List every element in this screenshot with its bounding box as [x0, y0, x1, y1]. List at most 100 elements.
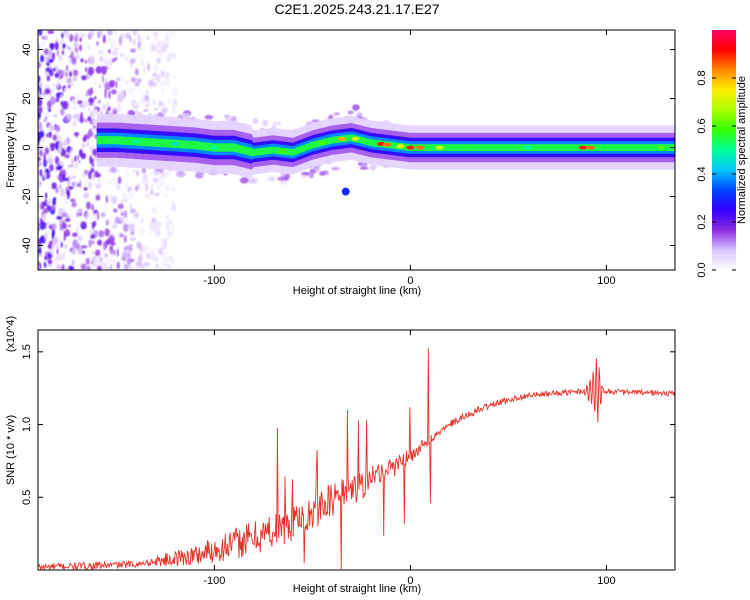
noise-blob [84, 169, 88, 175]
noise-blob [239, 177, 249, 184]
noise-blob [87, 116, 92, 122]
noise-blob [166, 170, 171, 176]
signal-peak [318, 140, 327, 145]
chart-title: C2E1.2025.243.21.17.E27 [274, 1, 439, 17]
noise-blob [38, 106, 43, 114]
noise-blob [67, 164, 74, 168]
noise-blob [71, 259, 75, 266]
noise-blob [77, 155, 80, 161]
noise-blob [132, 101, 138, 107]
noise-blob [152, 31, 159, 38]
noise-blob [152, 77, 157, 81]
noise-blob [157, 49, 162, 53]
noise-blob [153, 107, 159, 111]
noise-blob [267, 176, 276, 182]
noise-blob [127, 265, 133, 270]
noise-blob [121, 192, 128, 200]
y-tick-label: 0.5 [21, 490, 33, 505]
noise-blob [81, 245, 88, 249]
noise-blob [75, 243, 80, 250]
noise-blob [40, 54, 45, 63]
noise-blob [107, 30, 113, 36]
noise-blob [369, 164, 377, 171]
noise-blob [309, 173, 314, 179]
noise-blob [93, 108, 99, 113]
noise-blob [90, 168, 95, 173]
noise-blob [106, 101, 110, 108]
noise-blob [149, 184, 154, 191]
noise-blob [151, 251, 155, 259]
noise-blob [130, 48, 136, 53]
noise-blob [151, 82, 158, 87]
noise-blob [150, 257, 156, 261]
noise-blob [152, 177, 159, 184]
noise-blob [38, 156, 41, 162]
noise-blob [64, 154, 71, 159]
noise-blob [110, 38, 116, 48]
noise-blob [160, 266, 163, 270]
noise-blob [38, 50, 41, 55]
noise-blob [70, 50, 74, 58]
noise-blob [142, 109, 149, 112]
noise-blob [116, 77, 121, 82]
noise-blob [151, 217, 157, 224]
noise-blob [140, 58, 144, 67]
noise-blob [38, 75, 41, 84]
noise-blob [129, 87, 132, 95]
colorbar-label: Normalized spectral amplitude [736, 76, 748, 224]
noise-blob [147, 196, 152, 200]
noise-blob [62, 221, 66, 230]
noise-blob [102, 34, 106, 44]
noise-blob [92, 103, 97, 109]
noise-blob [141, 264, 145, 270]
noise-blob [38, 175, 42, 182]
noise-blob [79, 44, 82, 52]
noise-blob [43, 170, 47, 180]
noise-blob [123, 235, 127, 243]
noise-blob [119, 33, 126, 39]
signal-peak [524, 145, 532, 150]
noise-blob [76, 212, 79, 218]
noise-blob [146, 89, 149, 95]
noise-blob [333, 112, 341, 116]
noise-blob [64, 244, 68, 249]
signal-peak [171, 141, 180, 146]
noise-blob [352, 104, 360, 112]
noise-blob [46, 264, 53, 268]
y-tick-label: -40 [21, 238, 33, 254]
noise-blob [112, 196, 117, 205]
noise-blob [123, 210, 128, 219]
noise-blob [58, 161, 65, 167]
noise-blob [163, 78, 170, 86]
noise-blob [204, 114, 214, 120]
noise-blob [76, 94, 80, 101]
noise-blob [163, 251, 169, 255]
noise-blob [165, 184, 171, 192]
noise-blob [73, 35, 78, 43]
noise-blob [149, 229, 153, 235]
noise-blob [63, 145, 67, 151]
signal-peak [406, 145, 415, 150]
signal-peak [586, 145, 595, 150]
noise-blob [45, 106, 50, 110]
noise-blob [79, 180, 82, 189]
noise-blob [119, 233, 124, 238]
noise-blob [151, 206, 158, 215]
snr-x-label: Height of straight line (km) [293, 583, 421, 595]
noise-blob [126, 257, 132, 266]
noise-blob [45, 34, 48, 41]
noise-blob [71, 56, 77, 65]
noise-blob [56, 129, 60, 138]
noise-blob [95, 194, 101, 201]
noise-blob [138, 254, 143, 264]
noise-blob [60, 152, 66, 157]
noise-blob [127, 185, 132, 194]
signal-peak [298, 146, 307, 151]
noise-blob [61, 100, 68, 110]
noise-blob [89, 155, 93, 164]
noise-blob [56, 166, 61, 171]
noise-blob [172, 87, 178, 96]
noise-blob [59, 71, 66, 77]
signal-peak [279, 149, 287, 154]
noise-blob [142, 66, 146, 75]
